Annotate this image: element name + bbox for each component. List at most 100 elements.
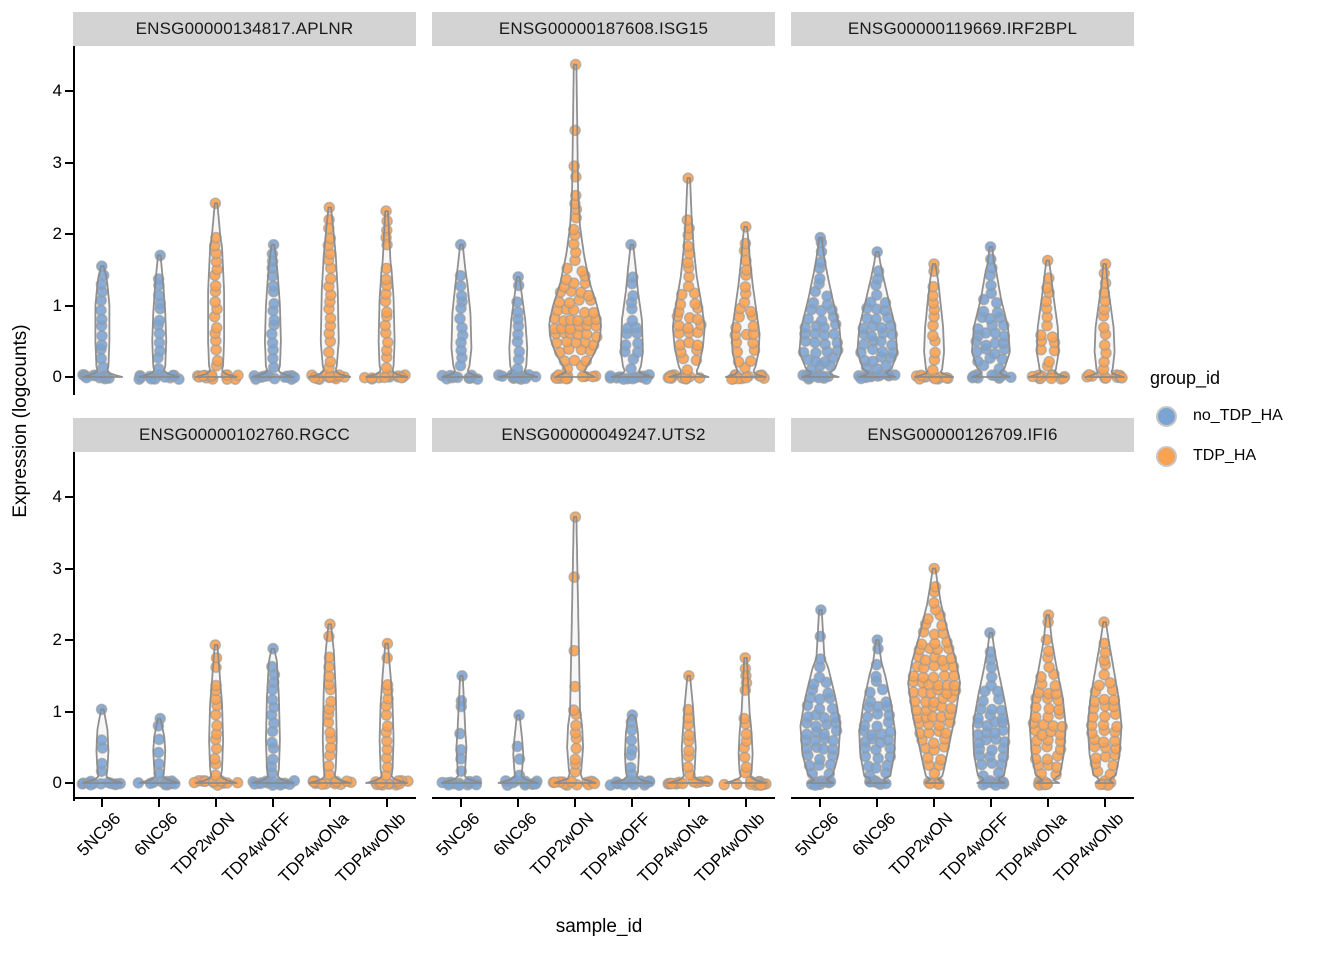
x-tick (101, 799, 104, 807)
facet-strip: ENSG00000102760.RGCC (73, 418, 416, 452)
violin-TDP4wONb (365, 637, 414, 791)
x-tick (630, 799, 633, 807)
legend-point-icon (1156, 445, 1177, 467)
x-tick-label-text: 5NC96 (791, 809, 843, 860)
y-tick (65, 639, 73, 641)
facet-strip: ENSG00000119669.IRF2BPL (791, 12, 1134, 46)
x-tick (574, 799, 577, 807)
violin-TDP4wONa (307, 618, 357, 791)
y-tick (65, 567, 73, 570)
facet-panel (436, 511, 772, 792)
x-axis-line (73, 797, 416, 799)
legend-title: group_id (1150, 368, 1221, 388)
y-tick-label: 3 (52, 558, 62, 578)
x-tick (385, 799, 388, 807)
x-axis-line (791, 797, 1134, 799)
x-tick (271, 799, 274, 807)
violin-5NC96 (76, 703, 127, 791)
violin-6NC96 (497, 709, 543, 791)
x-tick (517, 799, 520, 807)
x-axis-line (432, 797, 775, 799)
violin-6NC96 (853, 246, 901, 385)
legend-key-tdp-ha: TDP_HA (1150, 445, 1283, 467)
facet-strip: ENSG00000187608.ISG15 (432, 12, 775, 46)
x-tick (215, 799, 218, 807)
x-tick (933, 799, 936, 807)
violin-TDP2wON (907, 562, 962, 791)
facet-strip: ENSG00000049247.UTS2 (432, 418, 775, 452)
violin-TDP2wON (191, 197, 244, 386)
violin-TDP4wOFF (248, 238, 301, 386)
facet-panel (77, 197, 411, 386)
violin-TDP4wONb (1085, 616, 1123, 791)
x-tick-label-text: 6NC96 (489, 809, 541, 860)
x-tick-label-text: 6NC96 (130, 809, 182, 860)
y-tick-label: 0 (52, 367, 62, 386)
legend-label: no_TDP_HA (1193, 407, 1283, 424)
violin-6NC96 (858, 634, 897, 791)
violin-TDP4wOFF (604, 709, 656, 791)
y-tick-label: 3 (52, 152, 62, 172)
x-tick (460, 799, 463, 807)
y-tick-label: 1 (52, 701, 62, 721)
y-tick-label: 2 (52, 224, 62, 243)
y-tick-label: 4 (52, 81, 62, 100)
x-tick-label-text: 5NC96 (432, 809, 484, 860)
y-tick (65, 90, 73, 92)
violin-TDP2wON (910, 258, 954, 385)
facet-panel (799, 562, 1123, 792)
y-axis-line (73, 46, 75, 395)
violin-5NC96 (436, 669, 483, 792)
y-tick (65, 782, 73, 784)
y-axis-line (73, 452, 75, 801)
x-tick-label-text: 6NC96 (848, 809, 900, 860)
violin-TDP4wONb (724, 220, 770, 386)
violin-TDP4wONa (662, 172, 710, 385)
x-tick (989, 799, 992, 807)
y-tick-label: 0 (52, 773, 62, 792)
violin-5NC96 (799, 604, 843, 792)
x-tick (819, 799, 822, 807)
facet-panel (76, 618, 414, 792)
violin-6NC96 (493, 271, 542, 386)
x-tick (744, 799, 747, 807)
facet-strip: ENSG00000134817.APLNR (73, 12, 416, 46)
violin-TDP4wONa (306, 201, 352, 386)
violin-TDP4wONb (358, 205, 411, 385)
violin-TDP4wONb (718, 652, 772, 791)
violin-TDP4wOFF (247, 642, 301, 792)
violin-6NC96 (133, 249, 185, 386)
y-tick (65, 233, 73, 235)
legend-key-no-tdp-ha: no_TDP_HA (1150, 405, 1283, 427)
violin-TDP4wOFF (966, 241, 1017, 384)
violin-TDP2wON (548, 58, 603, 385)
violin-TDP4wOFF (604, 238, 655, 386)
y-tick (65, 710, 73, 713)
legend: group_id no_TDP_HA TDP_HA (1150, 368, 1283, 485)
facet-panel (797, 231, 1128, 385)
violin-5NC96 (797, 231, 844, 385)
facet-panel (436, 58, 770, 386)
x-tick (158, 799, 161, 807)
facet-strip: ENSG00000126709.IFI6 (791, 418, 1134, 452)
legend-label: TDP_HA (1193, 447, 1257, 464)
y-tick (65, 161, 73, 164)
violin-TDP4wONa (662, 669, 714, 790)
y-tick (65, 304, 73, 307)
x-tick (687, 799, 690, 807)
y-tick (65, 496, 73, 498)
x-tick (1103, 799, 1106, 807)
y-tick-label: 2 (52, 630, 62, 649)
violin-5NC96 (77, 260, 124, 385)
x-axis-title: sample_id (555, 916, 643, 937)
violin-TDP4wONa (1027, 609, 1069, 791)
y-tick-label: 1 (52, 295, 62, 315)
violin-TDP2wON (188, 639, 244, 792)
violin-6NC96 (132, 712, 181, 791)
legend-point-icon (1156, 405, 1177, 427)
x-tick (328, 799, 331, 807)
x-tick (876, 799, 879, 807)
violin-TDP4wOFF (972, 626, 1011, 791)
x-tick-label-text: 5NC96 (73, 809, 125, 860)
